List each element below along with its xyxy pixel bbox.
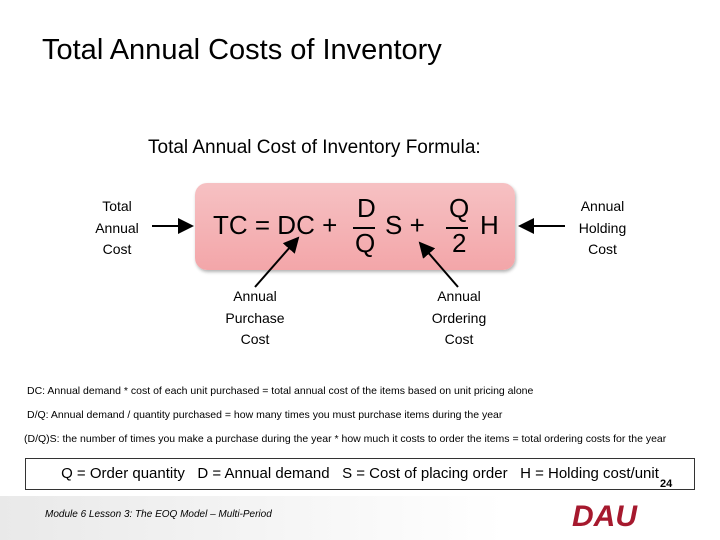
label-line: Purchase <box>225 309 285 326</box>
formula-text: Q <box>449 193 470 223</box>
footer-bar <box>0 496 720 540</box>
fraction-bar <box>446 227 468 229</box>
arrow <box>418 241 459 288</box>
label-line: Cost <box>444 331 474 347</box>
label-line: Ordering <box>431 309 487 326</box>
formula-text: H <box>480 210 499 240</box>
label-total: Total Annual Cost <box>82 196 152 261</box>
formula-text: S + <box>385 210 425 240</box>
label-line: Cost <box>240 331 270 347</box>
note: (D/Q)S: the number of times you make a p… <box>24 433 667 445</box>
label-line: Holding <box>578 219 627 236</box>
label-line: Annual <box>233 288 277 304</box>
fraction-bar <box>353 227 375 229</box>
page-number: 24 <box>660 478 673 490</box>
note: DC: Annual demand * cost of each unit pu… <box>27 385 534 397</box>
formula-box: TC = DC + D Q S + Q 2 H <box>195 183 515 270</box>
label-line: Total <box>102 198 132 214</box>
label-line: Cost <box>102 241 132 257</box>
note: D/Q: Annual demand / quantity purchased … <box>27 409 503 421</box>
label-purchase: Annual Purchase Cost <box>215 286 295 351</box>
formula-text: Q <box>355 228 376 258</box>
legend-box: Q = Order quantity D = Annual demand S =… <box>25 458 695 490</box>
formula-text: D <box>357 193 376 223</box>
formula-text: 2 <box>452 228 467 258</box>
label-line: Annual <box>437 288 481 304</box>
arrow <box>254 236 300 288</box>
formula-text: TC = DC + <box>213 210 338 240</box>
title: Total Annual Costs of Inventory <box>42 34 442 66</box>
label-ordering: Annual Ordering Cost <box>419 286 499 351</box>
label-line: Annual <box>95 219 139 236</box>
label-line: Cost <box>588 241 617 257</box>
logo: DAU <box>572 500 637 533</box>
label-line: Annual <box>580 198 625 214</box>
subtitle: Total Annual Cost of Inventory Formula: <box>148 137 481 158</box>
label-holding: Annual Holding Cost <box>565 196 640 261</box>
footer-text: Module 6 Lesson 3: The EOQ Model – Multi… <box>45 509 272 520</box>
